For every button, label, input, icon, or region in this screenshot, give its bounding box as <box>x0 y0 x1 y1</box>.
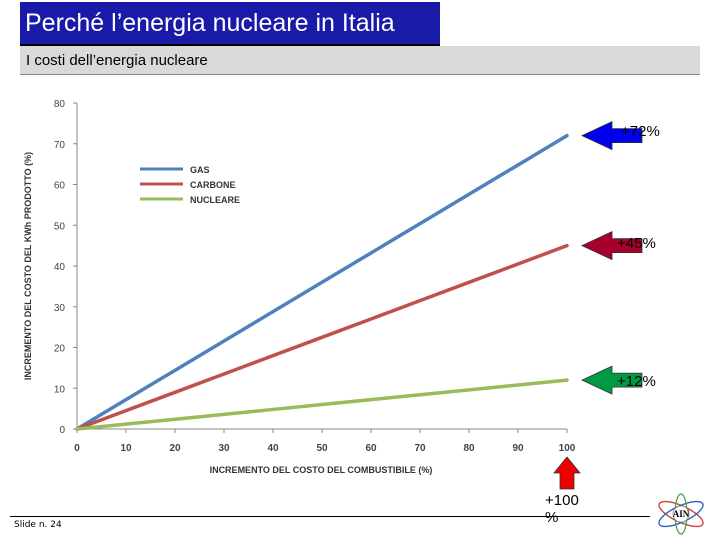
legend-label-gas: GAS <box>190 165 210 175</box>
series-line-carbone <box>75 243 569 431</box>
x-tick-label: 10 <box>120 443 132 454</box>
annotation-carbone: +45% <box>617 235 656 252</box>
subtitle-bar: I costi dell’energia nucleare <box>20 46 700 75</box>
annotation-nucleare: +12% <box>617 373 656 390</box>
chart-axes <box>76 103 567 430</box>
x-tick-label: 70 <box>414 443 426 454</box>
x-tick-label: 40 <box>267 443 279 454</box>
svg-text:AIN: AIN <box>673 509 690 519</box>
x-tick-label: 80 <box>463 443 475 454</box>
y-tick-label: 50 <box>54 221 66 232</box>
y-tick-label: 10 <box>54 384 66 395</box>
arrow-nucleare-icon <box>581 365 643 395</box>
chart-ticks: 0 10 20 30 40 50 60 70 80 90 100 0 10 20 30 40 50 60 70 80 <box>54 99 576 454</box>
x-tick-label: 20 <box>169 443 181 454</box>
arrow-gas-icon <box>581 120 643 151</box>
y-axis-label: INCREMENTO DEL COSTO DEL KWh PRODOTTO (%… <box>23 152 33 380</box>
ain-logo: AIN <box>658 493 704 535</box>
annotation-gas: +72% <box>621 123 660 140</box>
y-tick-label: 60 <box>54 181 66 192</box>
chart-arrows <box>553 120 643 490</box>
series-line-nucleare <box>75 378 569 431</box>
slide-title: Perché l’energia nucleare in Italia <box>25 9 395 37</box>
x-tick-label: 50 <box>316 443 328 454</box>
slide-number: Slide n. 24 <box>14 520 62 530</box>
series-line-gas <box>75 133 569 431</box>
x-tick-label: 30 <box>218 443 230 454</box>
x-tick-label: 60 <box>365 443 377 454</box>
title-bar: Perché l’energia nucleare in Italia <box>20 2 440 46</box>
footer-divider <box>10 516 650 517</box>
legend-label-nucleare: NUCLEARE <box>190 195 240 205</box>
x-axis-label: INCREMENTO DEL COSTO DEL COMBUSTIBILE (%… <box>210 465 433 475</box>
y-tick-label: 20 <box>54 344 66 355</box>
y-tick-label: 0 <box>59 425 65 436</box>
y-tick-label: 80 <box>54 99 66 110</box>
y-tick-label: 30 <box>54 303 66 314</box>
chart-legend: GAS CARBONE NUCLEARE <box>132 158 256 208</box>
x-tick-label: 100 <box>559 443 576 454</box>
chart-series <box>75 133 569 431</box>
arrow-carbone-icon <box>581 230 643 261</box>
slide-subtitle: I costi dell’energia nucleare <box>26 52 208 69</box>
arrow-x-icon <box>553 456 581 490</box>
y-tick-label: 70 <box>54 140 66 151</box>
x-tick-label: 0 <box>74 443 80 454</box>
y-tick-label: 40 <box>54 262 66 273</box>
legend-label-carbone: CARBONE <box>190 180 236 190</box>
x-tick-label: 90 <box>512 443 524 454</box>
annotation-x: +100 % <box>545 492 579 526</box>
